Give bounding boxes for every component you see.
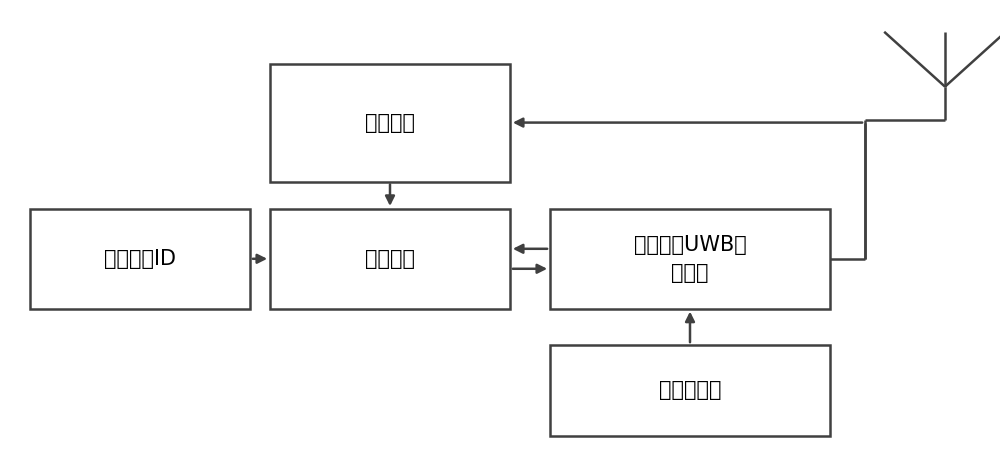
- Bar: [30, 209, 250, 309]
- Bar: [550, 209, 830, 309]
- Text: 高精度时钟: 高精度时钟: [659, 380, 721, 400]
- Bar: [270, 209, 510, 309]
- Text: 超宽带（UWB）
收发机: 超宽带（UWB） 收发机: [634, 235, 746, 283]
- Text: 数据处理: 数据处理: [365, 249, 415, 269]
- Text: 基站编码ID: 基站编码ID: [104, 249, 176, 269]
- Bar: [550, 345, 830, 436]
- Text: 时间同步: 时间同步: [365, 113, 415, 133]
- Bar: [270, 64, 510, 182]
